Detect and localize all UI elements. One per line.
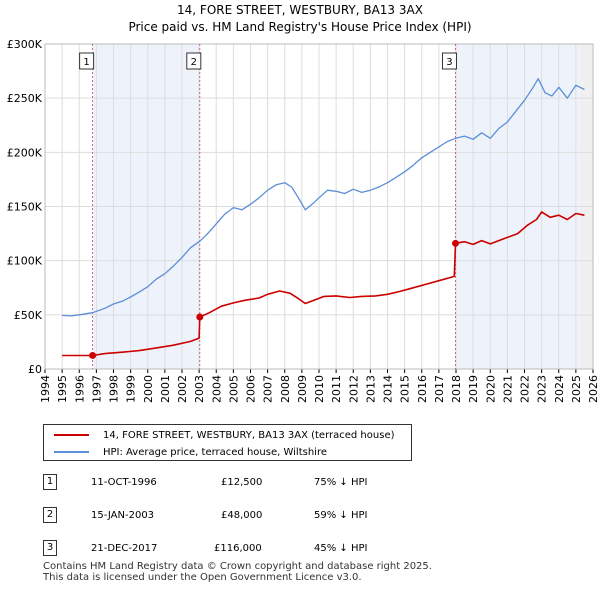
x-tick-label: 2009	[296, 375, 309, 403]
sale-date: 15-JAN-2003	[91, 510, 155, 521]
y-tick-label: £150K	[7, 201, 43, 214]
legend-item-hpi: HPI: Average price, terraced house, Wilt…	[54, 444, 327, 460]
x-tick-label: 2021	[501, 375, 514, 403]
hpi-line	[62, 78, 585, 317]
x-tick-label: 1999	[125, 375, 138, 403]
sale-marker-label: 2	[191, 57, 197, 68]
x-tick-label: 2006	[245, 375, 258, 403]
sale-marker-box	[186, 52, 202, 70]
x-tick-label: 2017	[433, 375, 446, 403]
x-tick-label: 2023	[536, 375, 549, 403]
property-price-line	[62, 211, 585, 357]
x-tick-label: 2008	[279, 375, 292, 403]
x-tick-label: 2016	[416, 375, 429, 403]
table-row: 3 21-DEC-2017 £116,000 45% ↓ HPI	[0, 540, 600, 560]
y-tick-label: £300K	[7, 38, 43, 51]
sale-date: 11-OCT-1996	[91, 477, 157, 488]
sale-marker-box	[79, 52, 95, 70]
legend: 14, FORE STREET, WESTBURY, BA13 3AX (ter…	[43, 424, 412, 461]
table-row: 2 15-JAN-2003 £48,000 59% ↓ HPI	[0, 507, 600, 527]
x-tick-label: 1995	[56, 375, 69, 403]
y-tick-label: £250K	[7, 92, 43, 105]
y-tick-label: £0	[28, 363, 42, 376]
x-tick-label: 2018	[450, 375, 463, 403]
legend-label-hpi: HPI: Average price, terraced house, Wilt…	[103, 446, 327, 458]
legend-swatch-property	[54, 434, 89, 436]
y-tick-label: £200K	[7, 146, 43, 159]
sale-hpi-diff: 59% ↓ HPI	[314, 510, 368, 521]
sale-price: £48,000	[221, 510, 263, 521]
x-tick-label: 2001	[159, 375, 172, 403]
sale-point	[451, 239, 459, 247]
x-tick-label: 1994	[39, 375, 52, 403]
footer-licence: This data is licensed under the Open Gov…	[43, 572, 362, 583]
sale-marker-box	[441, 52, 457, 70]
legend-swatch-hpi	[54, 451, 89, 453]
sale-badge: 1	[43, 474, 57, 490]
x-tick-label: 1998	[108, 375, 121, 403]
sale-marker-label: 1	[83, 57, 89, 68]
x-tick-label: 2013	[364, 375, 377, 403]
sale-date: 21-DEC-2017	[91, 543, 158, 554]
x-tick-label: 2004	[210, 375, 223, 403]
x-tick-label: 2011	[330, 375, 343, 403]
sale-price: £116,000	[214, 543, 262, 554]
x-tick-label: 2002	[176, 375, 189, 403]
x-tick-label: 2026	[587, 375, 600, 403]
legend-item-property: 14, FORE STREET, WESTBURY, BA13 3AX (ter…	[54, 427, 395, 443]
footer-copyright: Contains HM Land Registry data © Crown c…	[43, 561, 432, 572]
sale-point	[196, 313, 204, 321]
sale-hpi-diff: 45% ↓ HPI	[314, 543, 368, 554]
sale-hpi-diff: 75% ↓ HPI	[314, 477, 368, 488]
x-tick-label: 2003	[193, 375, 206, 403]
x-tick-label: 2010	[313, 375, 326, 403]
y-tick-label: £50K	[14, 309, 43, 322]
x-tick-label: 2020	[484, 375, 497, 403]
price-chart: 14, FORE STREET, WESTBURY, BA13 3AX Pric…	[7, 3, 600, 403]
table-row: 1 11-OCT-1996 £12,500 75% ↓ HPI	[0, 474, 600, 494]
sale-marker-label: 3	[446, 57, 452, 68]
x-tick-label: 2024	[553, 375, 566, 403]
x-tick-label: 2012	[347, 375, 360, 403]
x-tick-label: 2025	[570, 375, 583, 403]
footer: Contains HM Land Registry data © Crown c…	[43, 561, 432, 583]
sale-point	[89, 351, 97, 359]
x-tick-label: 2000	[142, 375, 155, 403]
x-tick-label: 2014	[382, 375, 395, 403]
sale-badge: 2	[43, 507, 57, 523]
x-tick-label: 2022	[519, 375, 532, 403]
x-tick-label: 2015	[399, 375, 412, 403]
plot-frame	[44, 43, 594, 370]
sale-badge: 3	[43, 540, 57, 556]
x-tick-label: 1997	[90, 375, 103, 403]
x-tick-label: 2007	[262, 375, 275, 403]
legend-label-property: 14, FORE STREET, WESTBURY, BA13 3AX (ter…	[103, 429, 395, 441]
y-tick-label: £100K	[7, 255, 43, 268]
sale-price: £12,500	[221, 477, 263, 488]
chart-subtitle: Price paid vs. HM Land Registry's House …	[128, 20, 471, 34]
x-tick-label: 1996	[73, 375, 86, 403]
chart-title: 14, FORE STREET, WESTBURY, BA13 3AX	[177, 3, 423, 17]
x-tick-label: 2005	[227, 375, 240, 403]
x-tick-label: 2019	[467, 375, 480, 403]
